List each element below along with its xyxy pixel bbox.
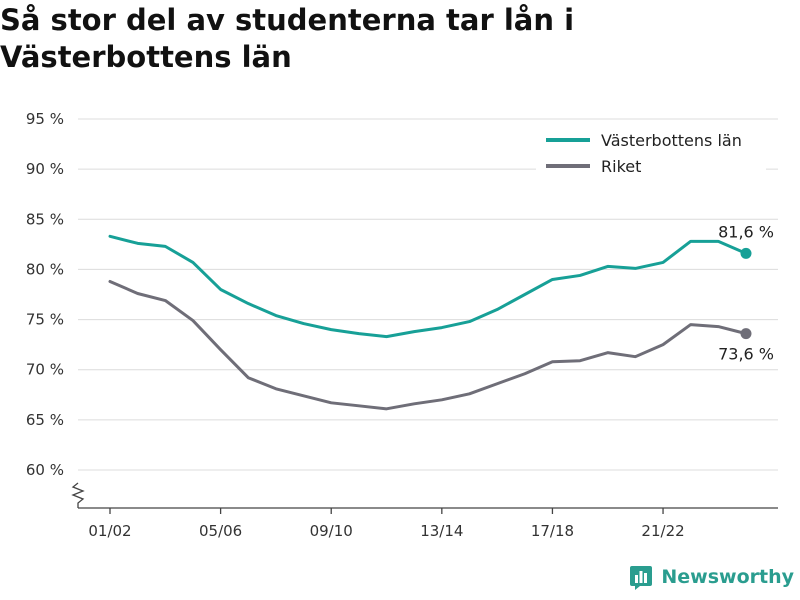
x-tick-label: 21/22 <box>641 522 684 540</box>
y-tick-label: 70 % <box>26 361 64 379</box>
series-line <box>108 279 748 411</box>
legend-label: Riket <box>601 157 641 176</box>
y-tick-label: 75 % <box>26 311 64 329</box>
x-tick-label: 13/14 <box>420 522 463 540</box>
y-tick-label: 85 % <box>26 210 64 228</box>
y-tick-label: 90 % <box>26 160 64 178</box>
legend: Västerbottens län Riket <box>536 124 766 176</box>
x-tick-label: 09/10 <box>310 522 353 540</box>
y-tick-label: 80 % <box>26 260 64 278</box>
series-lines: 81,6 % 73,6 % <box>108 222 774 411</box>
y-tick-label: 60 % <box>26 461 64 479</box>
end-value-label: 73,6 % <box>718 345 774 364</box>
x-tick-label: 17/18 <box>531 522 574 540</box>
series-vasterbotten: 81,6 % <box>108 222 774 339</box>
series-riket: 73,6 % <box>108 279 774 411</box>
brand-logo: Newsworthy <box>629 564 794 590</box>
x-tick-label: 05/06 <box>199 522 242 540</box>
newsworthy-logo-icon <box>630 566 653 590</box>
legend-label: Västerbottens län <box>601 131 742 150</box>
y-tick-label: 65 % <box>26 411 64 429</box>
chart-title: Så stor del av studenterna tar lån i Väs… <box>0 3 575 74</box>
y-tick-label: 95 % <box>26 110 64 128</box>
end-point-marker <box>740 247 752 259</box>
end-point-marker <box>740 328 752 340</box>
brand-name: Newsworthy <box>661 566 794 588</box>
series-line <box>108 234 748 339</box>
axes: 60 % 65 % 70 % 75 % 80 % 85 % 90 % 95 % 01/02 05/… <box>26 110 778 540</box>
x-tick-label: 01/02 <box>88 522 131 540</box>
axis-break-icon <box>71 482 85 508</box>
end-value-label: 81,6 % <box>718 222 774 241</box>
